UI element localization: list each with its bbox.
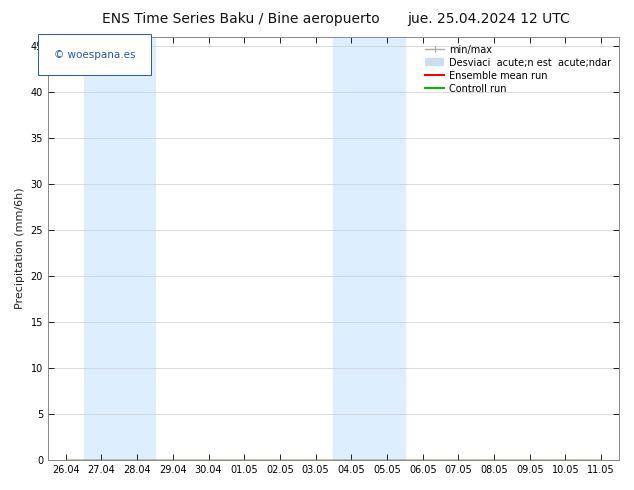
- Bar: [333, 37, 405, 460]
- Y-axis label: Precipitation (mm/6h): Precipitation (mm/6h): [15, 188, 25, 309]
- Bar: [84, 37, 155, 460]
- Legend: min/max, Desviaci  acute;n est  acute;ndar, Ensemble mean run, Controll run: min/max, Desviaci acute;n est acute;ndar…: [422, 42, 614, 97]
- Text: jue. 25.04.2024 12 UTC: jue. 25.04.2024 12 UTC: [407, 12, 569, 26]
- Text: © woespana.es: © woespana.es: [54, 50, 135, 60]
- Text: ENS Time Series Baku / Bine aeropuerto: ENS Time Series Baku / Bine aeropuerto: [102, 12, 380, 26]
